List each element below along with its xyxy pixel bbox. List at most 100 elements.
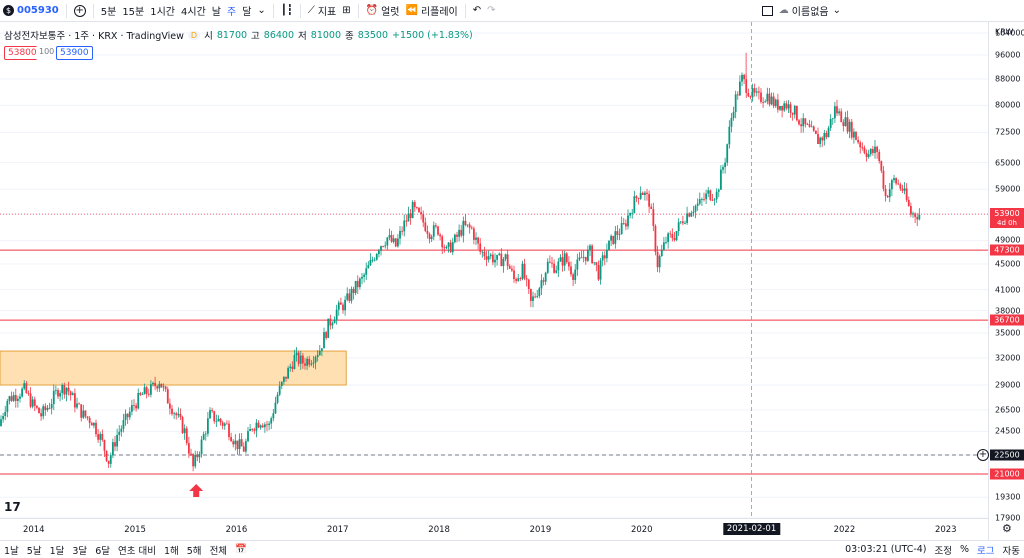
compare-button[interactable]: + — [71, 0, 89, 22]
undo-button[interactable]: ↶ — [470, 0, 484, 22]
interval-month[interactable]: 달 — [242, 7, 252, 18]
candle-body — [217, 418, 220, 422]
chart-type-button[interactable]: ┃┇ — [278, 0, 296, 22]
price-tick: 104000 — [995, 28, 1024, 38]
symbol-search[interactable]: $ 005930 — [0, 0, 62, 22]
candle-body — [510, 268, 513, 271]
candle-body — [57, 390, 59, 397]
candle-body — [333, 319, 336, 324]
candle-body — [405, 220, 408, 222]
range-5y[interactable]: 5해 — [186, 545, 202, 557]
clock[interactable]: 03:03:21 (UTC-4) — [845, 544, 927, 555]
range-1y[interactable]: 1해 — [163, 545, 179, 557]
candle-body — [603, 255, 606, 259]
candle-body — [806, 124, 809, 125]
candle-body — [346, 293, 349, 300]
price-chart[interactable] — [0, 22, 988, 518]
price-tick: 96000 — [995, 50, 1021, 60]
candle-body — [867, 154, 870, 157]
fullscreen-toggle[interactable] — [759, 0, 776, 22]
layout-name-button[interactable]: ☁ 이름없음 ⌄ — [776, 0, 844, 22]
time-tick: 2023 — [934, 525, 957, 535]
range-3m[interactable]: 3달 — [72, 545, 88, 557]
range-ytd[interactable]: 연초 대비 — [117, 545, 156, 557]
candle-body — [411, 202, 414, 219]
range-1m[interactable]: 1달 — [49, 545, 65, 557]
candle-body — [143, 387, 146, 395]
candle-body — [354, 280, 357, 294]
candle-body — [863, 147, 866, 153]
replay-button[interactable]: ⏪ 리플레이 — [402, 0, 460, 22]
candle-body — [734, 94, 737, 113]
candle-body — [888, 189, 891, 198]
divider — [272, 3, 274, 18]
candle-body — [213, 411, 216, 422]
candle-body — [487, 256, 490, 260]
layouts-button[interactable]: ⊞ — [339, 0, 353, 22]
interval-5m[interactable]: 5분 — [100, 7, 117, 18]
candle-body — [388, 235, 391, 238]
candle-body — [384, 245, 387, 247]
divider — [464, 3, 466, 18]
interval-1h[interactable]: 1시간 — [150, 7, 176, 18]
candle-body — [808, 124, 811, 127]
redo-button[interactable]: ↷ — [484, 0, 498, 22]
add-alert-button[interactable]: + — [977, 448, 989, 461]
candle-body — [373, 259, 376, 261]
candle-body — [521, 263, 524, 280]
interval-week[interactable]: 주 — [226, 7, 237, 18]
goto-date-button[interactable]: 📅 — [231, 544, 251, 555]
sell-button[interactable]: 53800 — [4, 46, 41, 60]
interval-day[interactable]: 날 — [211, 7, 221, 18]
grid-icon: ⊞ — [342, 5, 351, 16]
buy-button[interactable]: 53900 — [56, 46, 93, 60]
indicators-button[interactable]: ⟋ 지표 — [305, 0, 339, 22]
candle-body — [10, 396, 13, 401]
log-toggle[interactable]: 로그 — [977, 545, 995, 557]
chart-legend: 삼성전자보통주 · 1주 · KRX · TradingView D 시 8170… — [4, 28, 473, 43]
candle-body — [299, 355, 302, 364]
candle-body — [97, 434, 100, 440]
candle-body — [426, 231, 429, 234]
auto-toggle[interactable]: 자동 — [1002, 545, 1020, 557]
candle-body — [527, 279, 530, 289]
candle-body — [88, 417, 91, 423]
candle-body — [420, 212, 423, 215]
candle-body — [823, 132, 826, 141]
candle-body — [755, 91, 758, 93]
interval-dropdown[interactable]: ⌄ — [254, 0, 268, 22]
candle-body — [855, 131, 857, 140]
candle-body — [909, 205, 912, 215]
candle-body — [743, 74, 746, 80]
candle-body — [352, 288, 355, 294]
candle-body — [50, 404, 53, 409]
candle-body — [171, 408, 173, 414]
candle-body — [684, 222, 686, 224]
candle-body — [833, 106, 836, 119]
range-6m[interactable]: 6달 — [95, 545, 110, 557]
tradingview-logo[interactable]: 17 — [4, 500, 21, 514]
candle-body — [274, 402, 277, 414]
interval-15m[interactable]: 15분 — [122, 7, 145, 18]
range-1d[interactable]: 1날 — [4, 545, 19, 557]
candle-body — [109, 455, 112, 464]
candle-body — [692, 211, 695, 213]
candle-body — [477, 237, 480, 244]
settings-gear-icon[interactable]: ⚙ — [1002, 522, 1012, 535]
candle-body — [175, 413, 178, 416]
close-value: 83500 — [357, 29, 388, 41]
candle-body — [882, 170, 885, 189]
interval-4h[interactable]: 4시간 — [181, 7, 206, 18]
currency-label[interactable]: KRW — [995, 27, 1014, 37]
percent-toggle[interactable]: % — [960, 544, 970, 555]
alert-button[interactable]: ⏰ 얼럿 — [363, 0, 403, 22]
candle-body — [133, 405, 135, 406]
candle-body — [618, 234, 621, 235]
price-axis[interactable]: KRW 104000 96000 88000 80000 72500 65000 59000… — [988, 22, 1024, 540]
time-axis[interactable]: 2014 2015 2016 2017 2018 2019 2020 2021-02-01 20… — [0, 518, 988, 540]
adjust-toggle[interactable]: 조정 — [934, 545, 952, 557]
candle-body — [158, 383, 161, 389]
range-5d[interactable]: 5날 — [26, 545, 42, 557]
high-label: 고 — [251, 31, 260, 42]
range-all[interactable]: 전체 — [209, 545, 228, 557]
